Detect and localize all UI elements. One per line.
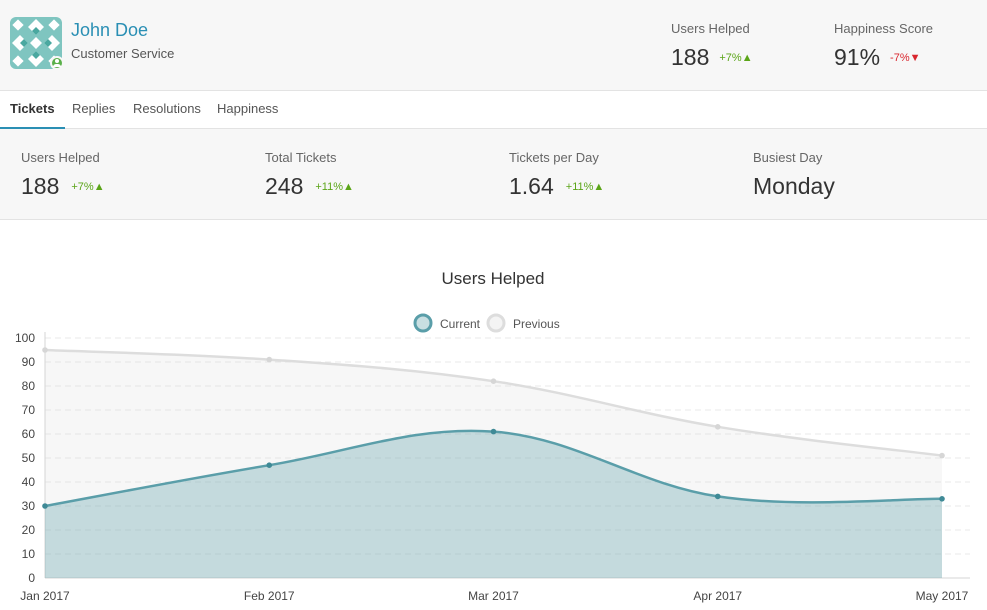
- users-helped-chart: Users Helped Current Previous 0 10 20 30 40 50 60…: [0, 220, 987, 610]
- avatar[interactable]: [10, 17, 62, 69]
- stat-busiest-day: Busiest Day Monday: [753, 150, 835, 200]
- header-stat-value: 91%: [834, 44, 881, 70]
- legend-marker-previous: [486, 313, 506, 333]
- x-tick-label: Mar 2017: [468, 589, 519, 603]
- y-tick-label: 60: [22, 427, 36, 441]
- online-user-icon: [50, 56, 64, 70]
- stat-value: 188: [21, 173, 60, 199]
- stat-tickets-per-day: Tickets per Day 1.64 +11%▲: [509, 150, 604, 200]
- legend-label-previous: Previous: [513, 317, 560, 331]
- data-point-previous: [714, 424, 721, 430]
- y-tick-label: 30: [22, 499, 36, 513]
- series-area-previous: [45, 350, 942, 578]
- stat-label: Total Tickets: [265, 150, 337, 165]
- y-tick-label: 90: [22, 355, 36, 369]
- y-tick-label: 0: [28, 571, 35, 585]
- legend-label-current: Current: [440, 317, 481, 331]
- header-stat-value: 188: [671, 44, 710, 70]
- data-point-previous: [42, 347, 48, 353]
- header-stat-users-helped: Users Helped 188 +7%▲: [671, 21, 753, 71]
- tab-tickets[interactable]: Tickets: [0, 91, 65, 129]
- stat-label: Users Helped: [21, 150, 100, 165]
- y-tick-label: 20: [22, 523, 36, 537]
- stat-value: 248: [265, 173, 304, 199]
- x-tick-label: Feb 2017: [244, 589, 295, 603]
- data-point-previous: [939, 452, 945, 459]
- data-point-current: [490, 428, 497, 435]
- tab-resolutions[interactable]: Resolutions: [133, 101, 201, 116]
- stat-change: +11%▲: [565, 181, 605, 193]
- header-stat-happiness-score: Happiness Score 91% -7%▼: [834, 21, 933, 71]
- y-tick-label: 40: [22, 475, 36, 489]
- data-point-previous: [490, 378, 497, 384]
- y-tick-label: 70: [22, 403, 36, 417]
- x-tick-label: May 2017: [916, 589, 969, 603]
- y-tick-label: 80: [22, 379, 36, 393]
- chart-title: Users Helped: [442, 269, 545, 288]
- header-stat-change: +7%▲: [719, 52, 753, 64]
- header-stat-label: Users Helped: [671, 21, 750, 36]
- stat-label: Tickets per Day: [509, 150, 599, 165]
- data-point-current: [939, 496, 945, 502]
- geometric-pattern-avatar-icon: [10, 17, 62, 69]
- tab-happiness[interactable]: Happiness: [217, 101, 279, 116]
- stat-users-helped: Users Helped 188 +7%▲: [21, 150, 105, 200]
- legend-marker-current: [413, 313, 433, 333]
- data-point-current: [42, 503, 48, 509]
- data-point-previous: [266, 356, 273, 363]
- y-tick-label: 100: [15, 331, 35, 345]
- header-stat-label: Happiness Score: [834, 21, 933, 36]
- x-tick-label: Jan 2017: [20, 589, 70, 603]
- x-tick-label: Apr 2017: [693, 589, 742, 603]
- stat-value: 1.64: [509, 173, 554, 199]
- data-point-current: [714, 493, 721, 500]
- stat-value: Monday: [753, 173, 835, 199]
- user-name[interactable]: John Doe: [71, 20, 149, 40]
- chart-canvas: Users Helped Current Previous 0 10 20 30 40 50 60…: [15, 269, 970, 603]
- tab-bar: Tickets Replies Resolutions Happiness: [0, 91, 987, 129]
- tab-replies[interactable]: Replies: [72, 101, 116, 116]
- stat-change: +11%▲: [315, 181, 354, 193]
- profile-header: John Doe Customer Service Users Helped 1…: [0, 0, 987, 91]
- stat-change: +7%▲: [71, 181, 105, 193]
- stats-summary: Users Helped 188 +7%▲ Total Tickets 248 +1…: [0, 129, 987, 220]
- data-point-current: [266, 462, 273, 468]
- stat-label: Busiest Day: [753, 150, 823, 165]
- stat-total-tickets: Total Tickets 248 +11%▲: [265, 150, 354, 200]
- y-tick-label: 10: [22, 547, 36, 561]
- user-role: Customer Service: [71, 46, 175, 61]
- y-tick-label: 50: [22, 451, 36, 465]
- header-stat-change: -7%▼: [890, 52, 921, 64]
